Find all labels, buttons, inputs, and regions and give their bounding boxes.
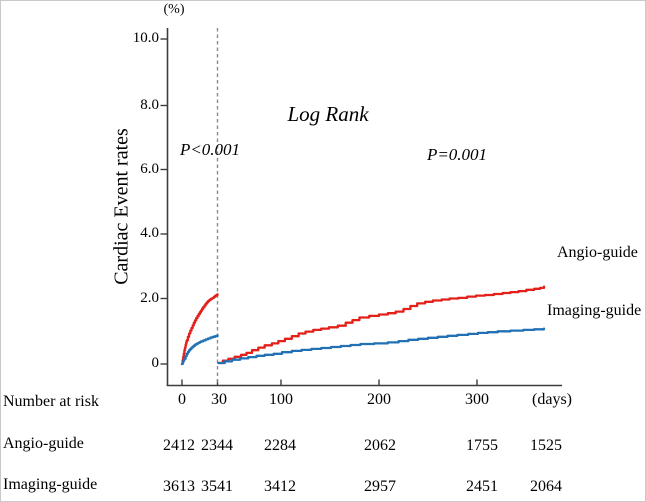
risk-count: 2412	[163, 437, 195, 454]
y-tick-label: 6.0	[140, 160, 159, 177]
curve-imaging-guide-pre	[180, 334, 219, 366]
curve-angio-guide-post	[217, 285, 546, 365]
risk-count: 3541	[201, 478, 233, 495]
risk-count: 2062	[364, 437, 396, 454]
y-tick-label: 0	[151, 355, 160, 371]
x-tick-label: 0	[178, 391, 186, 408]
curve-angio-guide-pre	[180, 293, 219, 366]
curve-imaging-guide-post	[217, 327, 546, 365]
risk-count: 2064	[530, 478, 562, 495]
annotation-log-rank: Log Rank	[287, 102, 369, 126]
y-tick-label: 4.0	[140, 225, 159, 241]
risk-count: 3613	[163, 478, 195, 495]
y-axis-title: Cardiac Event rates	[110, 128, 133, 285]
risk-row-label-imaging-guide: Imaging-guide	[3, 476, 98, 493]
x-tick-label: 200	[367, 391, 391, 408]
risk-table-title: Number at risk	[3, 393, 99, 410]
y-axis-unit-label: (%)	[163, 2, 185, 17]
x-tick-label: 30	[211, 391, 227, 408]
risk-count: 3412	[264, 478, 296, 495]
y-tick-label: 10.0	[132, 30, 159, 46]
series-label-imaging-guide: Imaging-guide	[547, 302, 642, 319]
risk-row-label-angio-guide: Angio-guide	[3, 435, 84, 452]
y-tick-label: 2.0	[140, 289, 159, 306]
risk-count: 1755	[466, 437, 498, 454]
risk-count: 2451	[466, 478, 498, 495]
annotation-p-right: P=0.001	[426, 145, 488, 164]
x-tick-label: 300	[465, 391, 489, 408]
risk-count: 2957	[364, 478, 396, 495]
series-label-angio-guide: Angio-guide	[557, 244, 638, 261]
y-tick-label: 8.0	[140, 96, 159, 113]
risk-count: 2344	[201, 437, 233, 454]
x-axis-unit-label: (days)	[532, 391, 572, 408]
x-tick-label: 100	[269, 391, 293, 408]
risk-count: 1525	[530, 437, 562, 454]
annotation-p-left: P<0.001	[179, 140, 241, 159]
risk-count: 2284	[264, 437, 296, 454]
